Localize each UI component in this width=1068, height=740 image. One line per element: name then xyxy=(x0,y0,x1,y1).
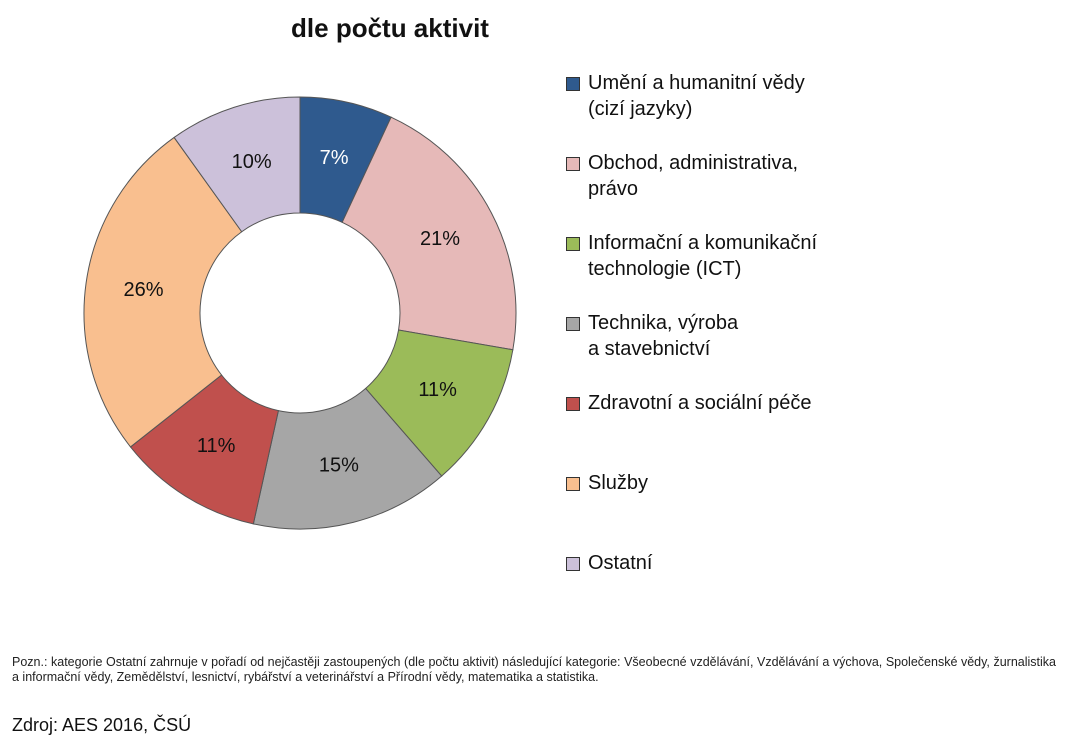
legend-swatch xyxy=(566,237,580,251)
data-label: 7% xyxy=(320,147,349,169)
legend-label: Zdravotní a sociální péče xyxy=(588,392,812,414)
chart-title: dle počtu aktivit xyxy=(291,13,489,43)
data-label: 21% xyxy=(420,228,460,250)
legend-swatch xyxy=(566,157,580,171)
legend-swatch xyxy=(566,317,580,331)
donut-segment xyxy=(173,96,301,233)
legend-item: Technika, výroba a stavebnictví xyxy=(566,310,738,362)
legend-swatch xyxy=(566,477,580,491)
donut-segment xyxy=(83,136,243,448)
legend-item: Umění a humanitní vědy (cizí jazyky) xyxy=(566,70,805,122)
note: Pozn.: kategorie Ostatní zahrnuje v pořa… xyxy=(12,655,1056,684)
legend-item: Zdravotní a sociální péče xyxy=(566,390,811,416)
legend-item: Informační a komunikační technologie (IC… xyxy=(566,230,817,282)
data-label: 10% xyxy=(232,151,272,173)
legend-label: Služby xyxy=(588,472,649,494)
data-label: 26% xyxy=(124,279,164,301)
legend-item: Ostatní xyxy=(566,550,652,576)
legend-label: Technika, výroba a stavebnictví xyxy=(588,312,739,360)
legend-swatch xyxy=(566,557,580,571)
source: Zdroj: AES 2016, ČSÚ xyxy=(12,715,192,735)
legend-swatch xyxy=(566,77,580,91)
donut-segment xyxy=(341,116,517,351)
legend-label: Obchod, administrativa, právo xyxy=(588,152,799,200)
legend-item: Obchod, administrativa, právo xyxy=(566,150,798,202)
legend-item: Služby xyxy=(566,470,648,496)
legend-label: Umění a humanitní vědy (cizí jazyky) xyxy=(588,72,805,120)
data-label: 11% xyxy=(418,379,457,401)
legend-label: Informační a komunikační technologie (IC… xyxy=(588,232,817,280)
data-label: 11% xyxy=(197,435,236,457)
donut-segment xyxy=(252,387,443,530)
legend-swatch xyxy=(566,397,580,411)
legend-label: Ostatní xyxy=(588,552,653,574)
data-label: 15% xyxy=(319,454,359,476)
